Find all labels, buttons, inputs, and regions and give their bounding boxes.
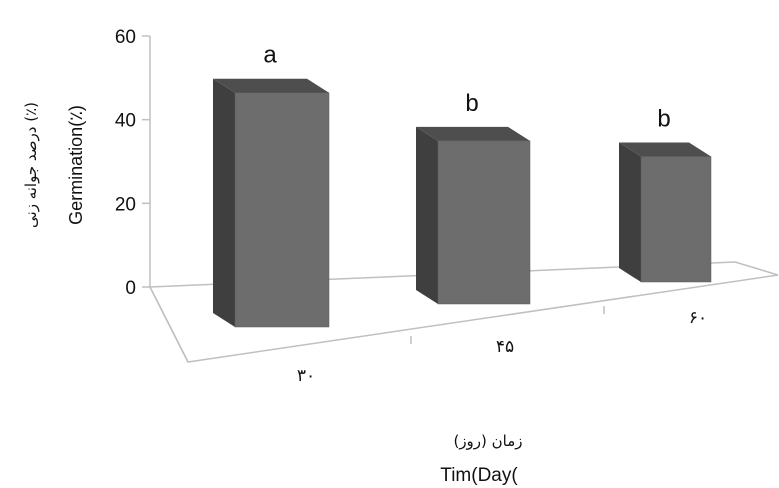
x-tick-label: ۳۰ [297, 366, 315, 386]
bar [234, 92, 330, 328]
bar [437, 140, 531, 305]
y-axis-title-en: Germination(٪) [66, 105, 86, 225]
bar-top [619, 142, 711, 157]
bar-group-letter: b [465, 90, 478, 117]
bar-group-letter: b [657, 106, 670, 133]
y-axis-title-fa: درصد جوانه زنی (٪) [22, 102, 40, 228]
chart-bars [213, 78, 712, 328]
x-axis-title: (زمان (روز Tim(Day( [440, 432, 522, 486]
bar-side [619, 142, 641, 282]
y-tick-label: 60 [115, 27, 136, 48]
bar-top [213, 78, 329, 93]
chart-axes [142, 35, 779, 363]
depth-edge-line [149, 286, 189, 363]
bar-side [213, 78, 235, 327]
x-tick-label: ۶۰ [689, 308, 707, 328]
x-axis-title-en: Tim(Day( [440, 465, 518, 486]
bar-group-letter: a [263, 42, 277, 69]
x-tick-label: ۴۵ [496, 337, 514, 357]
y-tick-label: 20 [115, 194, 136, 215]
bar [640, 156, 712, 283]
x-axis-title-fa: (زمان (روز [453, 432, 522, 450]
y-axis-title: درصد جوانه زنی (٪) Germination(٪) [22, 102, 86, 228]
y-tick-label: 0 [125, 278, 136, 299]
y-tick-label: 40 [115, 111, 136, 132]
chart-labels: 0 20 40 60 a b b ۳۰ ۴۵ ۶۰ [115, 27, 707, 386]
bar-top [416, 126, 530, 141]
bar-side [416, 126, 438, 304]
